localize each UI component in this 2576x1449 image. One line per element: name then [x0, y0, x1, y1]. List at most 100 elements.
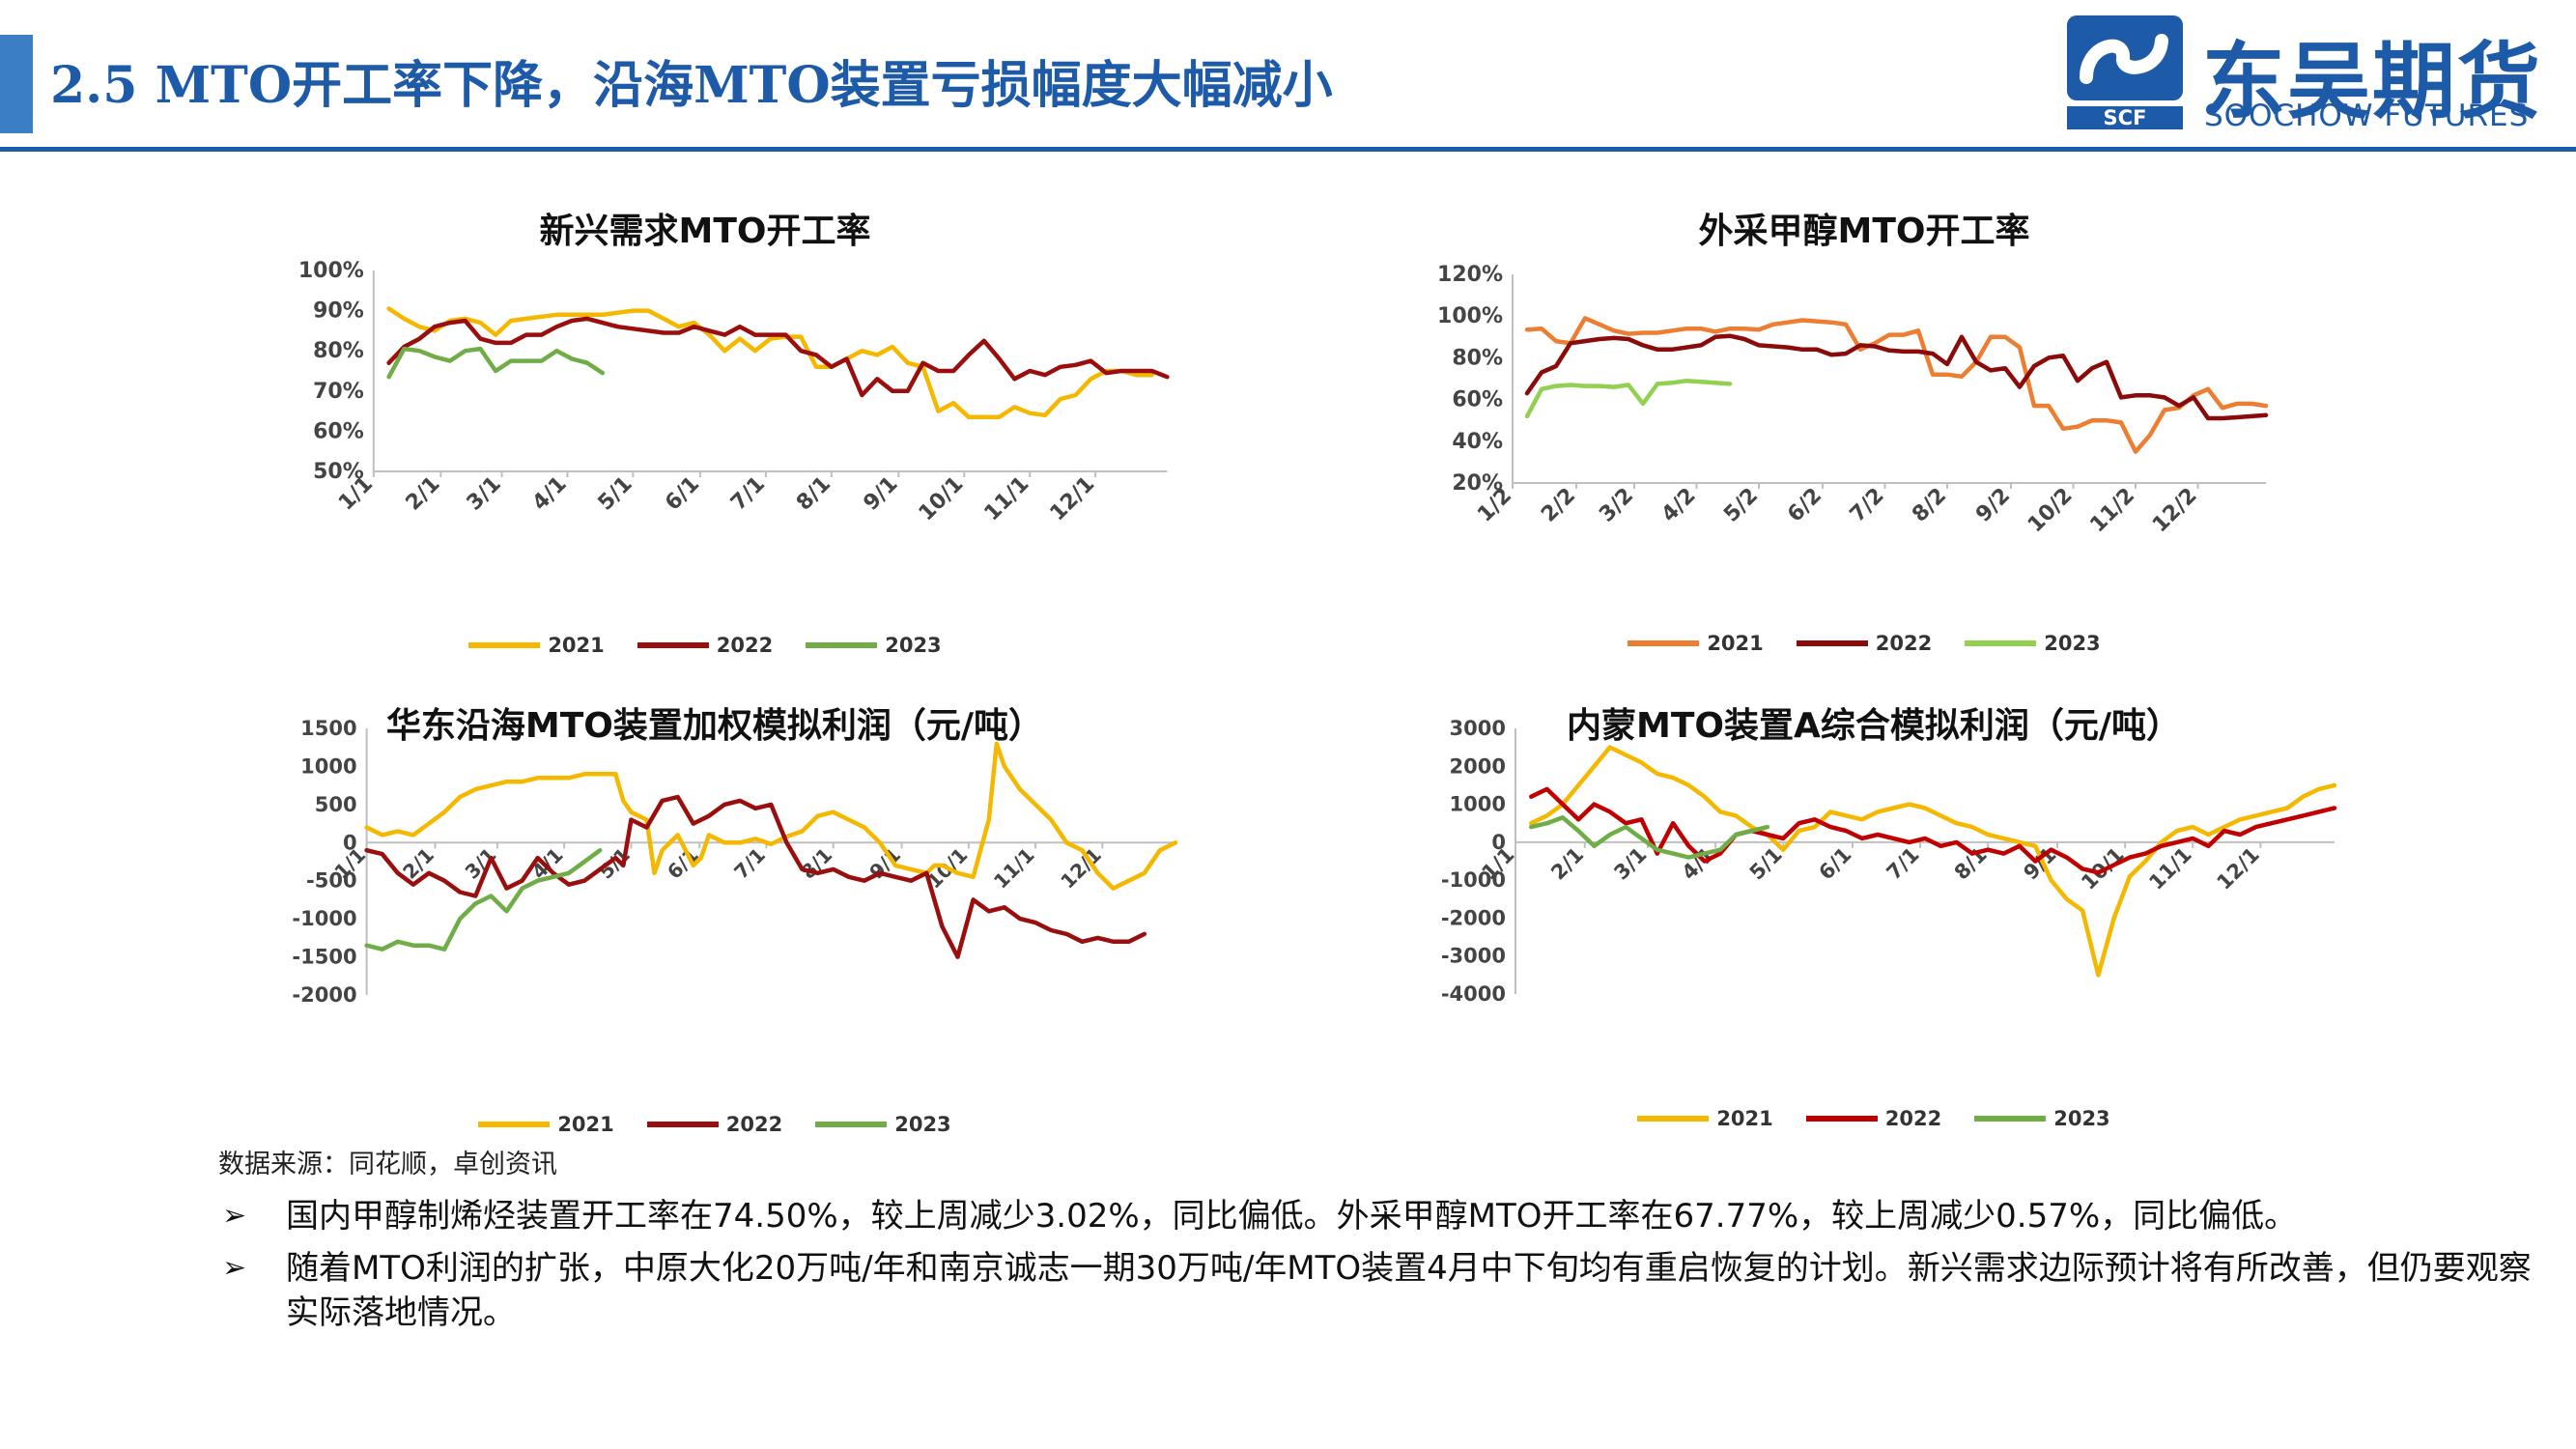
bullet-item: ➢ 随着MTO利润的扩张，中原大化20万吨/年和南京诚志一期30万吨/年MTO装… [218, 1246, 2556, 1335]
series-line-2021 [386, 306, 1154, 420]
legend-item-2021: 2021 [468, 634, 605, 657]
y-tick-label: 70% [313, 380, 364, 404]
legend-label: 2021 [548, 634, 605, 657]
series-line-2021 [1524, 316, 2269, 454]
legend-item-2021: 2021 [478, 1113, 614, 1136]
y-tick-label: 60% [313, 419, 364, 443]
legend-item-2022: 2022 [1796, 632, 1933, 655]
legend-item-2022: 2022 [646, 1113, 783, 1136]
x-tick-label: 2/1 [1546, 842, 1588, 884]
legend-label: 2023 [2044, 632, 2101, 655]
series-line-2022 [386, 316, 1170, 398]
y-tick-label: -1000 [1441, 868, 1506, 892]
series-line-2023 [364, 847, 603, 952]
series-line-2023 [1524, 378, 1733, 419]
x-tick-label: 2/2 [1537, 484, 1580, 527]
legend-item-2023: 2023 [1965, 632, 2101, 655]
chart-inner-mongolia-mto-a-profit: 内蒙MTO装置A综合模拟利润（元/吨） -4000 -3000 -2000 -1000… [1362, 688, 2386, 1142]
x-tick-label: 4/2 [1657, 484, 1701, 527]
x-tick-label: 6/1 [1814, 842, 1855, 884]
bullet-arrow-icon: ➢ [222, 1251, 247, 1285]
legend-label: 2021 [557, 1113, 614, 1136]
y-tick-label: -1000 [292, 907, 356, 930]
x-tick-label: 7/1 [729, 843, 770, 884]
x-tick-label: 3/2 [1595, 484, 1638, 527]
company-logo: SCF 东吴期货 SOOCHOW FUTURES [2067, 14, 2569, 139]
legend-label: 2022 [725, 1113, 783, 1136]
chart-title: 内蒙MTO装置A综合模拟利润（元/吨） [1567, 706, 2181, 746]
x-tick-label: 3/1 [1609, 842, 1651, 884]
x-tick-label: 6/1 [661, 472, 704, 516]
x-tick-label: 7/1 [1882, 842, 1924, 884]
chart-legend: 2021 2022 2023 [203, 634, 1207, 657]
x-tick-label: 11/2 [2085, 484, 2139, 538]
legend-item-2023: 2023 [815, 1113, 951, 1136]
slide-header: 2.5 MTO开工率下降，沿海MTO装置亏损幅度大幅减小 SCF 东吴期货 SO… [0, 0, 2576, 155]
legend-item-2023: 2023 [806, 634, 942, 657]
chart-legend: 2021 2022 2023 [1362, 1107, 2386, 1130]
chart-plot: 50%60%70%80%90%100%1/1 2/1 3/1 4/1 5/1 6/1 7/1… [298, 259, 1170, 526]
x-tick-label: 5/2 [1719, 484, 1763, 527]
series-line-2022 [1524, 333, 2269, 421]
series-line-2022 [364, 794, 1147, 959]
y-tick-label: 1500 [300, 717, 356, 740]
header-divider [0, 147, 2576, 152]
bullet-item: ➢ 国内甲醇制烯烃装置开工率在74.50%，较上周减少3.02%，同比偏低。外采… [218, 1194, 2556, 1238]
y-tick-label: 80% [313, 339, 364, 363]
x-tick-label: 11/1 [989, 843, 1039, 894]
y-tick-label: 80% [1452, 346, 1503, 370]
series-line-2021 [1529, 745, 2337, 978]
series-line-2023 [1529, 815, 1770, 860]
x-tick-label: 10/2 [2024, 484, 2078, 538]
logo-english-name: SOOCHOW FUTURES [2204, 99, 2530, 133]
scf-logo-icon: SCF [2067, 15, 2183, 129]
legend-item-2021: 2021 [1628, 632, 1764, 655]
legend-item-2023: 2023 [1974, 1107, 2110, 1130]
y-tick-label: 100% [1437, 304, 1503, 328]
y-tick-label: 50% [313, 460, 364, 484]
bullet-list: ➢ 国内甲醇制烯烃装置开工率在74.50%，较上周减少3.02%，同比偏低。外采… [218, 1194, 2556, 1343]
chart-external-methanol-mto-operating-rate: 外采甲醇MTO开工率 20% 40% 60% 80% 100% 120% 1/2 2/2 3/2… [1362, 193, 2366, 667]
legend-label: 2022 [716, 634, 774, 657]
y-tick-label: -1500 [292, 946, 356, 969]
chart-title: 华东沿海MTO装置加权模拟利润（元/吨） [385, 706, 1044, 746]
y-tick-label: -3000 [1441, 945, 1506, 968]
y-tick-label: 3000 [1450, 717, 1506, 740]
legend-label: 2022 [1884, 1107, 1942, 1130]
legend-label: 2022 [1875, 632, 1933, 655]
y-tick-label: 0 [343, 831, 357, 854]
chart-legend: 2021 2022 2023 [1362, 632, 2366, 655]
x-tick-label: 5/1 [594, 472, 637, 516]
y-tick-label: 0 [1491, 831, 1506, 854]
y-tick-label: 1000 [300, 754, 356, 778]
y-tick-label: 60% [1452, 388, 1503, 412]
legend-label: 2023 [885, 634, 942, 657]
y-tick-label: 40% [1452, 430, 1503, 454]
y-tick-label: -2000 [1441, 906, 1506, 929]
y-tick-label: 90% [313, 299, 364, 324]
slide-title: 2.5 MTO开工率下降，沿海MTO装置亏损幅度大幅减小 [50, 56, 1333, 115]
chart-plot: 20%40%60%80%100%120%1/2 2/2 3/2 4/2 5/2 6/2 7/… [1437, 263, 2269, 538]
y-tick-label: 120% [1437, 263, 1503, 287]
legend-label: 2023 [894, 1113, 951, 1136]
x-tick-label: 12/1 [2212, 842, 2263, 894]
logo-chinese-name: 东吴期货 [2202, 34, 2542, 130]
y-tick-label: -2000 [292, 983, 356, 1007]
x-tick-label: 8/2 [1908, 484, 1951, 527]
bullet-arrow-icon: ➢ [222, 1199, 247, 1233]
series-line-2021 [364, 741, 1178, 891]
x-tick-label: 10/1 [915, 472, 969, 526]
logo-mark-text: SCF [2104, 106, 2147, 129]
legend-label: 2021 [1707, 632, 1764, 655]
x-tick-label: 4/1 [1678, 842, 1719, 884]
x-tick-label: 12/1 [1046, 472, 1100, 526]
y-tick-label: -4000 [1441, 982, 1506, 1006]
series-line-2022 [1529, 786, 2337, 875]
x-tick-label: 9/2 [1971, 484, 2015, 527]
x-tick-label: 6/2 [1783, 484, 1826, 527]
chart-title: 外采甲醇MTO开工率 [1698, 212, 2030, 251]
bullet-text: 随着MTO利润的扩张，中原大化20万吨/年和南京诚志一期30万吨/年MTO装置4… [286, 1249, 2532, 1332]
y-tick-label: 100% [298, 259, 364, 283]
